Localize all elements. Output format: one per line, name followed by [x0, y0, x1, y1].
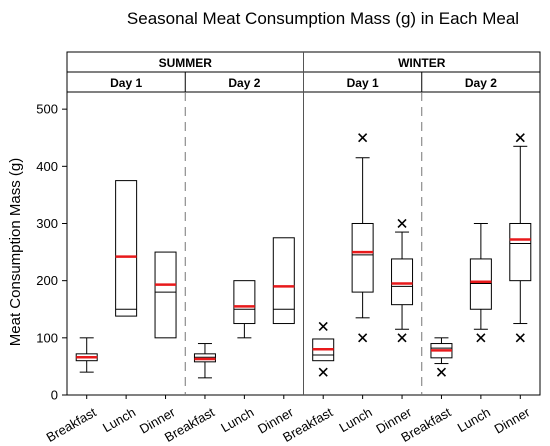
day-header-1: Day 1: [110, 76, 142, 90]
season-header-winter: WINTER: [398, 56, 446, 70]
box-g0-d1-lunch: [233, 280, 256, 325]
y-tick-label-500: 500: [36, 102, 58, 117]
day-header-4: Day 2: [465, 76, 497, 90]
plot-area: SUMMER WINTER Day 1 Day 2 Day 1 Day 2 0 100 200 3…: [36, 51, 541, 445]
box-g0-d0-lunch: [115, 180, 138, 317]
x-tick-label-g1-d1-dinner: Dinner: [492, 404, 533, 436]
outlier-g1-d0-lunch-0: [358, 133, 368, 143]
x-tick-label-g0-d1-lunch: Lunch: [218, 404, 256, 435]
box-g1-d1-lunch: [469, 258, 492, 310]
y-axis-label: Meat Consumption Mass (g): [7, 158, 24, 346]
outlier-g1-d1-lunch-0: [476, 333, 486, 343]
outlier-g1-d1-breakfast-0: [436, 367, 447, 377]
outlier-g1-d1-dinner-1: [515, 333, 525, 343]
x-tick-label-g0-d0-breakfast: Breakfast: [44, 404, 99, 445]
outlier-g1-d0-breakfast-0: [318, 321, 328, 331]
y-tick-label-300: 300: [36, 216, 58, 231]
y-tick-label-0: 0: [51, 388, 58, 403]
outlier-g1-d1-dinner-0: [515, 133, 525, 143]
box-g1-d1-dinner: [509, 222, 532, 282]
day-header-3: Day 1: [347, 76, 379, 90]
y-tick-label-400: 400: [36, 159, 58, 174]
x-tick-label-g1-d0-lunch: Lunch: [336, 404, 374, 435]
x-tick-label-g0-d0-lunch: Lunch: [100, 404, 138, 435]
day-header-2: Day 2: [228, 76, 260, 90]
box-g0-d0-dinner: [154, 251, 177, 339]
box-g1-d0-dinner: [391, 258, 414, 306]
season-header-summer: SUMMER: [159, 56, 213, 70]
x-tick-label-g1-d1-lunch: Lunch: [455, 404, 493, 435]
box-g1-d0-lunch: [351, 222, 374, 293]
outlier-g1-d0-dinner-0: [397, 218, 407, 229]
outlier-g1-d0-dinner-1: [397, 333, 407, 343]
outlier-g1-d0-breakfast-1: [318, 367, 328, 377]
y-tick-label-200: 200: [36, 273, 58, 288]
y-tick-label-100: 100: [36, 330, 58, 345]
chart-title: Seasonal Meat Consumption Mass (g) in Ea…: [127, 9, 519, 28]
box-g0-d1-dinner: [272, 237, 295, 325]
outlier-g1-d0-lunch-1: [358, 333, 368, 343]
